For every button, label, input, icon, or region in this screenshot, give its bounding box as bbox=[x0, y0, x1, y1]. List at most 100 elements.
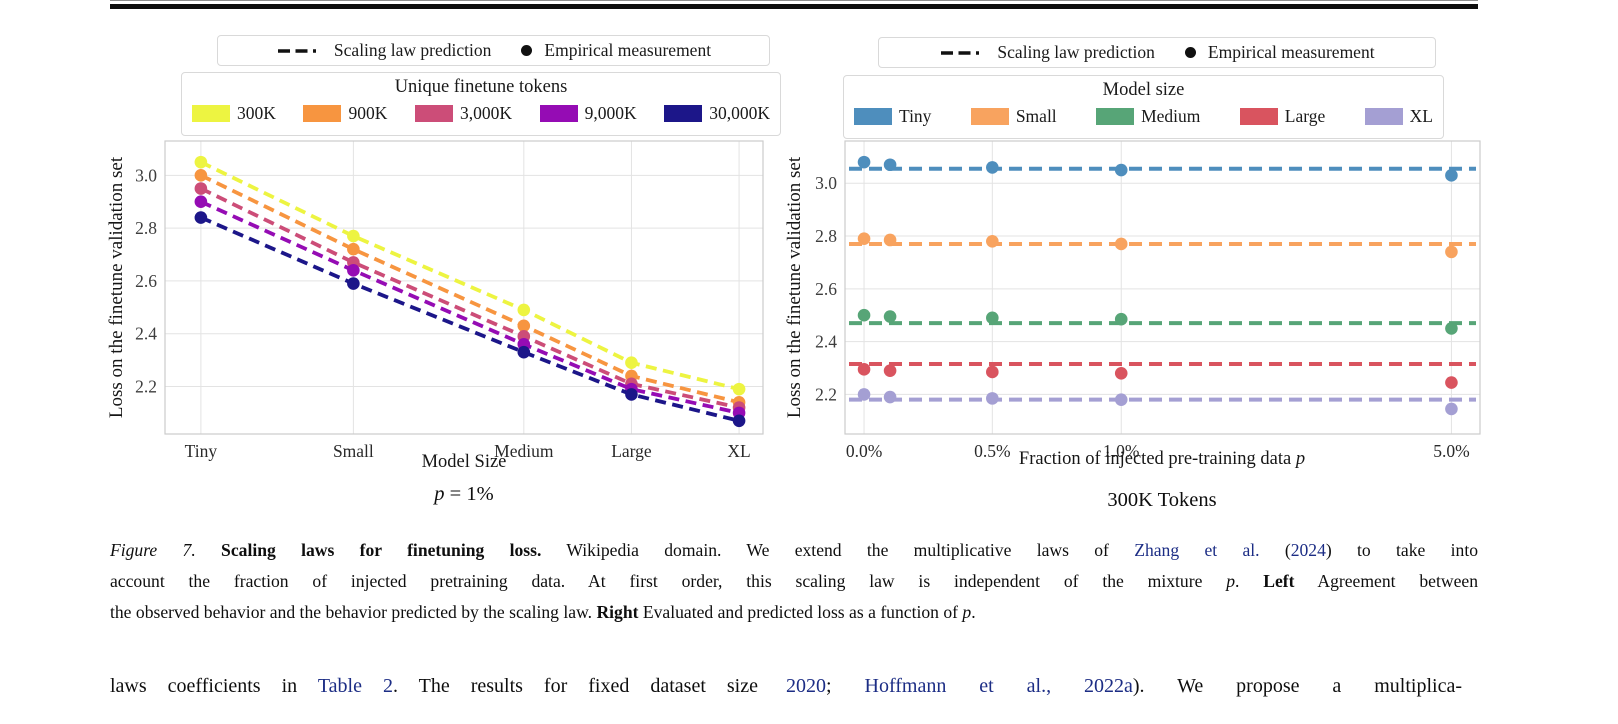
data-point bbox=[194, 211, 208, 224]
text-segment: p bbox=[434, 483, 445, 505]
data-point bbox=[1114, 393, 1128, 406]
text-segment: 300K Tokens bbox=[1107, 489, 1217, 511]
header-thin-rule bbox=[110, 0, 1478, 1]
left-xlabel: Model Size bbox=[264, 452, 664, 473]
data-point bbox=[194, 195, 208, 209]
left-subtitle: p = 1% bbox=[314, 483, 614, 506]
prediction-line-300K bbox=[200, 160, 740, 391]
data-point bbox=[857, 232, 871, 245]
data-point bbox=[883, 158, 897, 172]
data-point bbox=[1445, 322, 1458, 335]
scaling-law-prediction-label: Scaling law prediction bbox=[333, 40, 492, 60]
body-text-right-column: 2020; Hoffmann et al., 2022a). We propos… bbox=[786, 671, 1462, 701]
text-segment: ). We propose a multiplica- bbox=[1132, 675, 1462, 697]
legend-item-30-000K: 30,000K bbox=[664, 103, 770, 124]
legend-item-label: Large bbox=[1284, 106, 1326, 126]
data-point bbox=[1445, 376, 1458, 389]
text-segment: Fraction of injected pre-training data bbox=[1018, 449, 1296, 469]
x-tick-label: Tiny bbox=[185, 441, 218, 461]
citation-link[interactable]: Table 2 bbox=[317, 675, 393, 697]
text-segment: Right bbox=[596, 601, 639, 622]
dot-sample-icon bbox=[1184, 47, 1196, 58]
legend-item-label: Tiny bbox=[899, 106, 932, 126]
legend-item-3-000K: 3,000K bbox=[414, 103, 512, 124]
y-axis-label: Loss on the finetune validation set bbox=[106, 156, 127, 418]
legend-item-Small: Small bbox=[970, 106, 1057, 127]
data-point bbox=[732, 414, 746, 428]
data-point bbox=[1114, 163, 1128, 177]
text-segment: . The results for fixed dataset size bbox=[392, 675, 758, 697]
prediction-line-3,000K bbox=[200, 186, 740, 410]
x-tick-label: Large bbox=[611, 441, 652, 461]
data-point bbox=[1114, 312, 1128, 326]
legend-item-Large: Large bbox=[1239, 106, 1326, 127]
x-tick-label: Small bbox=[333, 441, 374, 461]
y-tick-label: 2.6 bbox=[815, 279, 837, 299]
legend-item-label: 300K bbox=[237, 103, 276, 123]
data-point bbox=[986, 235, 999, 248]
y-tick-label: 2.6 bbox=[135, 271, 157, 291]
data-point bbox=[347, 264, 360, 277]
text-segment: Wikipedia domain. We extend the multipli… bbox=[541, 540, 1135, 560]
data-point bbox=[194, 155, 208, 169]
data-point bbox=[347, 229, 360, 243]
data-point bbox=[857, 308, 871, 322]
legend-item-label: Medium bbox=[1141, 106, 1201, 126]
left-legend-items: 300K 900K 3,000K 9,000K 30,000K bbox=[182, 98, 780, 124]
x-tick-label: 0.0% bbox=[846, 441, 882, 461]
citation-link[interactable]: 2020 bbox=[786, 675, 826, 697]
data-point bbox=[194, 169, 208, 182]
data-point bbox=[517, 303, 531, 317]
legend-swatch-icon bbox=[1364, 108, 1403, 125]
y-tick-label: 2.4 bbox=[135, 324, 157, 344]
body-text-left-column: laws coefficients in Table 2. The result… bbox=[110, 671, 758, 701]
data-point bbox=[857, 155, 871, 169]
data-point bbox=[986, 392, 999, 405]
x-tick-label: Medium bbox=[494, 441, 554, 461]
text-segment: = 1% bbox=[444, 483, 494, 505]
axes-frame bbox=[844, 140, 1481, 435]
dot-sample-icon bbox=[521, 45, 533, 56]
y-tick-label: 2.8 bbox=[815, 226, 837, 246]
y-tick-label: 3.0 bbox=[135, 165, 157, 185]
legend-item-Medium: Medium bbox=[1096, 106, 1200, 127]
data-point bbox=[986, 311, 999, 325]
data-point bbox=[517, 319, 531, 333]
text-segment: . bbox=[1235, 570, 1264, 591]
caption-line: the observed behavior and the behavior p… bbox=[110, 597, 1478, 628]
legend-item-label: 9,000K bbox=[584, 103, 637, 123]
legend-item-label: 3,000K bbox=[459, 103, 512, 123]
text-segment: Scaling laws for finetuning loss. bbox=[221, 540, 542, 560]
right-series-legend: Model size Tiny Small Medium Large XL bbox=[843, 75, 1444, 139]
data-point bbox=[883, 233, 897, 247]
data-point bbox=[1445, 169, 1458, 182]
right-xlabel: Fraction of injected pre-training data p bbox=[912, 449, 1412, 470]
data-point bbox=[625, 388, 638, 401]
y-axis-label: Loss on the finetune validation set bbox=[784, 156, 805, 418]
legend-item-label: 30,000K bbox=[709, 103, 770, 123]
text-segment: Model Size bbox=[421, 452, 507, 472]
citation-link[interactable]: Hoffmann et al., 2022a bbox=[864, 675, 1133, 697]
text-segment: the observed behavior and the behavior p… bbox=[110, 601, 597, 622]
legend-swatch-icon bbox=[539, 105, 578, 122]
left-legend-title: Unique finetune tokens bbox=[394, 77, 568, 97]
data-point bbox=[732, 382, 746, 396]
data-point bbox=[194, 182, 208, 195]
citation-link[interactable]: 2024 bbox=[1290, 540, 1326, 560]
left-chart: 2.2 2.4 2.6 2.8 3.0 Tiny Small Medium Large XL Los… bbox=[106, 140, 764, 461]
figure-caption: Figure 7. Scaling laws for finetuning lo… bbox=[110, 535, 1478, 627]
text-segment: ( bbox=[1259, 540, 1291, 560]
axes-frame bbox=[164, 140, 764, 435]
data-point bbox=[347, 277, 360, 290]
prediction-line-900K bbox=[200, 173, 740, 405]
y-tick-label: 2.4 bbox=[815, 332, 837, 352]
data-point bbox=[883, 310, 897, 323]
legend-swatch-icon bbox=[1239, 108, 1278, 125]
legend-swatch-icon bbox=[303, 105, 342, 122]
legend-swatch-icon bbox=[192, 105, 230, 122]
legend-swatch-icon bbox=[414, 105, 453, 122]
legend-item-label: Small bbox=[1015, 106, 1057, 126]
citation-link[interactable]: Zhang et al. bbox=[1134, 540, 1260, 560]
data-point bbox=[857, 388, 871, 401]
